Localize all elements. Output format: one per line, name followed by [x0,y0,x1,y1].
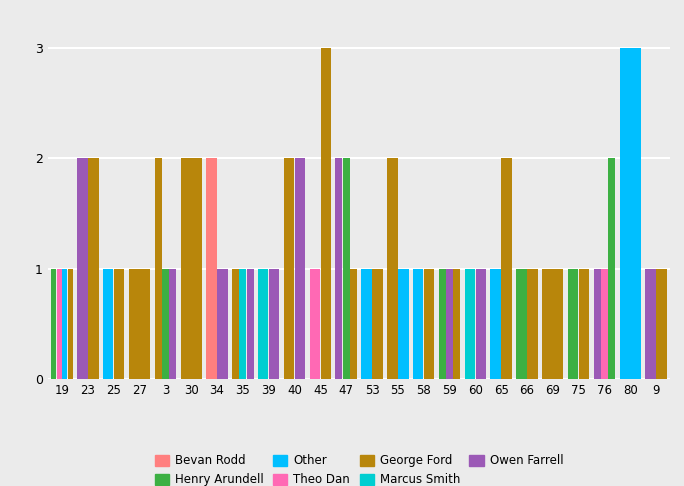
Bar [310,269,320,379]
Bar [424,269,434,379]
Bar [620,48,641,379]
Bar [258,269,268,379]
Bar [490,269,501,379]
Bar [387,158,397,379]
Bar [372,269,383,379]
Bar [181,158,202,379]
Bar [88,158,98,379]
Bar [438,269,446,379]
Bar [343,158,350,379]
Bar [103,269,114,379]
Bar [232,269,239,379]
Bar [207,158,217,379]
Bar [114,269,124,379]
Bar [646,269,656,379]
Bar [608,158,615,379]
Bar [218,269,228,379]
Bar [446,269,453,379]
Bar [129,269,150,379]
Bar [464,269,475,379]
Bar [542,269,563,379]
Bar [475,269,486,379]
Bar [51,269,57,379]
Bar [501,158,512,379]
Bar [269,269,279,379]
Bar [361,269,371,379]
Bar [516,269,527,379]
Bar [62,269,68,379]
Bar [594,269,601,379]
Bar [398,269,408,379]
Bar [295,158,305,379]
Bar [657,269,667,379]
Bar [169,269,176,379]
Bar [68,269,73,379]
Bar [335,158,343,379]
Bar [321,48,331,379]
Bar [239,269,246,379]
Bar [413,269,423,379]
Bar [162,269,169,379]
Bar [568,269,579,379]
Legend: Bevan Rodd, Henry Arundell, Other, Theo Dan, George Ford, Marcus Smith, Owen Far: Bevan Rodd, Henry Arundell, Other, Theo … [151,451,567,486]
Bar [579,269,590,379]
Bar [601,269,608,379]
Bar [284,158,294,379]
Bar [155,158,161,379]
Bar [247,269,254,379]
Bar [57,269,62,379]
Bar [77,158,88,379]
Bar [350,269,357,379]
Bar [527,269,538,379]
Bar [453,269,460,379]
